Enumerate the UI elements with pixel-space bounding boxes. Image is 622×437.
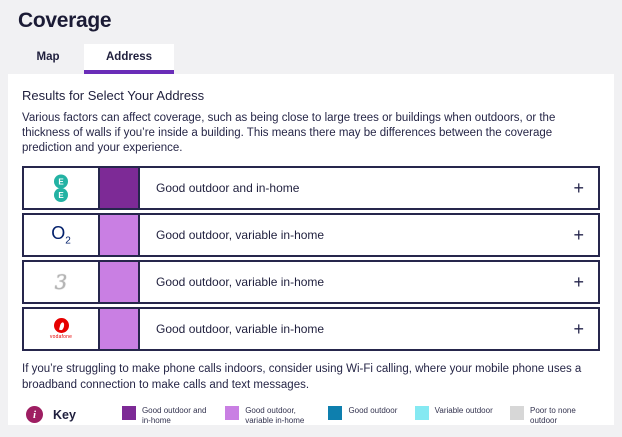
svg-text:E: E (58, 177, 64, 186)
coverage-status-ee: Good outdoor and in-home (156, 181, 300, 195)
legend-item-good-outdoor: Good outdoor (328, 406, 397, 425)
expand-button-vodafone[interactable]: + (573, 318, 584, 339)
coverage-swatch-o2 (100, 215, 140, 255)
vodafone-logo: vodafone (24, 309, 100, 349)
coverage-status-vodafone: Good outdoor, variable in-home (156, 322, 325, 336)
legend-text: Poor to none outdoor (530, 406, 576, 425)
three-logo: 3 (24, 262, 100, 302)
wifi-calling-note: If you’re struggling to make phone calls… (22, 363, 582, 391)
tab-map[interactable]: Map (36, 51, 60, 63)
vodafone-wordmark: vodafone (49, 334, 73, 340)
results-heading: Results for Select Your Address (22, 88, 205, 103)
o2-logo: O2 (24, 215, 100, 255)
coverage-status-o2: Good outdoor, variable in-home (156, 228, 325, 242)
page-title: Coverage (18, 9, 112, 32)
legend-text: Variable outdoor (434, 406, 493, 415)
coverage-row-ee[interactable]: E E Good outdoor and in-home + (22, 166, 600, 210)
three-logo-glyph: 3 (54, 270, 68, 294)
o2-logo-main: O (51, 223, 66, 244)
legend-swatch (121, 406, 136, 420)
coverage-table: E E Good outdoor and in-home + O2 Good o… (22, 166, 600, 351)
coverage-swatch-ee (100, 168, 140, 208)
expand-button-three[interactable]: + (573, 271, 584, 292)
legend-swatch (414, 406, 429, 420)
legend-swatch (225, 406, 240, 420)
results-panel: Results for Select Your Address Various … (8, 74, 614, 425)
coverage-intro-text: Various factors can affect coverage, suc… (22, 112, 556, 154)
coverage-row-vodafone[interactable]: vodafone Good outdoor, variable in-home … (22, 307, 600, 351)
ee-logo: E E (24, 168, 100, 208)
legend-item-good-outdoor-variable: Good outdoor, variable in-home (225, 406, 311, 425)
o2-logo-sub: 2 (65, 235, 71, 247)
legend-text: Good outdoor and in-home (141, 406, 207, 425)
coverage-status-three: Good outdoor, variable in-home (156, 275, 325, 289)
expand-button-ee[interactable]: + (573, 177, 584, 198)
coverage-key: i Key Good outdoor and in-home Good outd… (22, 406, 600, 425)
info-icon: i (26, 406, 43, 423)
coverage-row-three[interactable]: 3 Good outdoor, variable in-home + (22, 260, 600, 304)
coverage-swatch-three (100, 262, 140, 302)
tab-address[interactable]: Address (84, 44, 174, 74)
legend-text: Good outdoor, variable in-home (245, 406, 305, 425)
vodafone-speechmark-icon (53, 318, 69, 333)
legend-swatch (328, 406, 343, 420)
coverage-swatch-vodafone (100, 309, 140, 349)
legend-item-poor-to-none: Poor to none outdoor (510, 406, 596, 425)
legend-item-variable-outdoor: Variable outdoor (414, 406, 493, 425)
legend-item-good-outdoor-in-home: Good outdoor and in-home (121, 406, 208, 425)
legend-text: Good outdoor (348, 406, 398, 415)
key-legend: Good outdoor and in-home Good outdoor, v… (121, 406, 596, 425)
svg-text:E: E (58, 190, 64, 199)
coverage-row-o2[interactable]: O2 Good outdoor, variable in-home + (22, 213, 600, 257)
expand-button-o2[interactable]: + (573, 224, 584, 245)
coverage-tabs: Map Address (12, 44, 622, 74)
legend-swatch (510, 406, 524, 420)
key-label: Key (53, 408, 76, 422)
